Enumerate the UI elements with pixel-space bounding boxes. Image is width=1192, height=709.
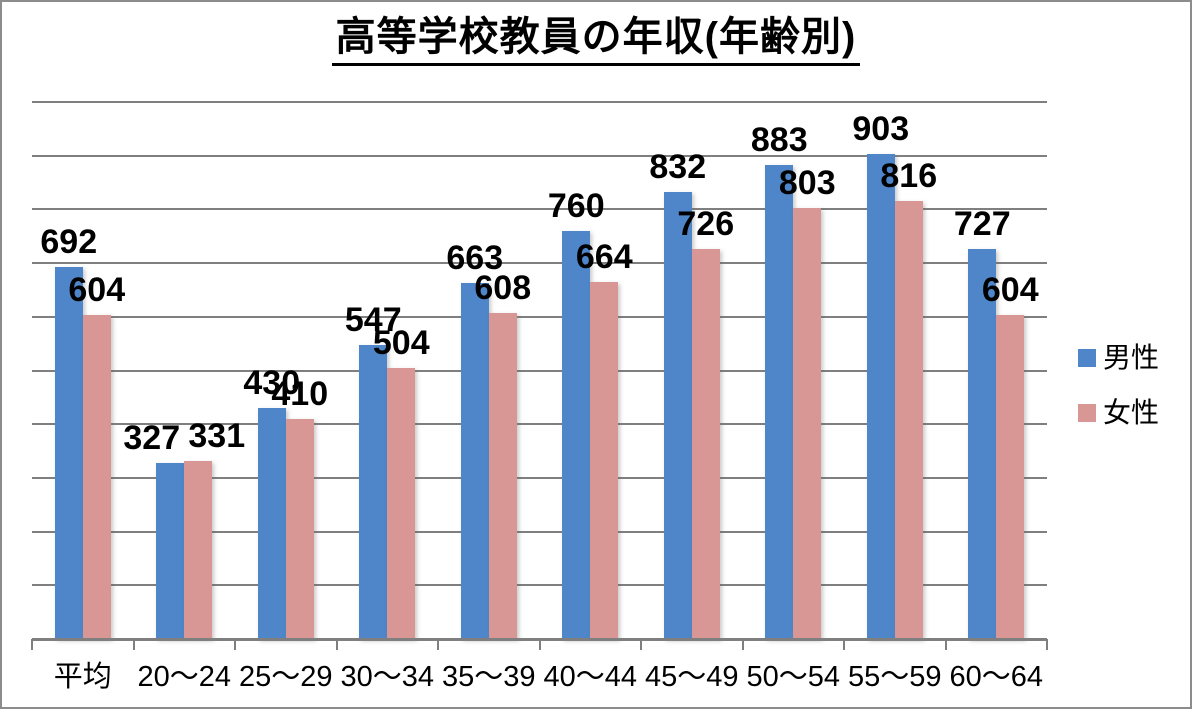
bar-female bbox=[793, 207, 822, 639]
bar-male bbox=[54, 267, 83, 639]
axis-tick bbox=[335, 639, 338, 650]
bar-female bbox=[285, 418, 314, 639]
gridline bbox=[32, 315, 1047, 318]
chart-title: 高等学校教員の年収(年齢別) bbox=[331, 14, 861, 66]
data-label: 604 bbox=[981, 270, 1039, 309]
gridline bbox=[32, 584, 1047, 587]
data-label: 547 bbox=[344, 301, 402, 340]
gridline bbox=[32, 101, 1047, 103]
x-axis-label: 40〜44 bbox=[543, 661, 638, 693]
plot-area: 平均 692 604 20〜24 327 331 25〜29 430 410 30〜34 547 50… bbox=[31, 101, 1048, 693]
data-label: 430 bbox=[243, 364, 301, 403]
data-label: 692 bbox=[40, 223, 98, 262]
axis-tick bbox=[538, 639, 541, 650]
bar-male bbox=[460, 282, 489, 639]
bar-female bbox=[996, 314, 1025, 639]
x-axis-label: 45〜49 bbox=[644, 661, 739, 693]
legend-label: 男性 bbox=[1103, 342, 1160, 373]
gridline bbox=[32, 530, 1047, 533]
axis-tick bbox=[1046, 639, 1048, 650]
x-axis-label: 55〜59 bbox=[847, 661, 942, 693]
axis-tick bbox=[741, 639, 744, 650]
data-label: 604 bbox=[68, 270, 126, 309]
bar-male bbox=[866, 154, 895, 639]
bar-female bbox=[488, 312, 517, 639]
legend-swatch-icon bbox=[1078, 349, 1096, 367]
x-axis-label: 35〜39 bbox=[441, 661, 536, 693]
bar-male bbox=[968, 248, 997, 639]
gridline bbox=[32, 476, 1047, 479]
bar-male bbox=[663, 192, 692, 639]
data-label: 664 bbox=[575, 238, 633, 277]
data-label: 727 bbox=[953, 204, 1011, 243]
x-axis-label: 60〜64 bbox=[949, 661, 1044, 693]
data-label: 331 bbox=[188, 417, 246, 456]
axis-tick bbox=[234, 639, 236, 650]
gridline bbox=[32, 154, 1047, 157]
bar-male bbox=[257, 408, 286, 639]
data-label: 903 bbox=[852, 110, 910, 149]
data-label: 663 bbox=[446, 238, 504, 277]
x-axis-label: 25〜29 bbox=[238, 661, 333, 693]
data-label: 832 bbox=[649, 148, 707, 187]
data-label: 726 bbox=[677, 205, 735, 244]
axis-tick bbox=[132, 639, 135, 650]
data-label: 504 bbox=[372, 324, 430, 363]
data-label: 883 bbox=[750, 120, 808, 159]
legend-item-male: 男性 bbox=[1078, 344, 1159, 372]
bar-male bbox=[359, 345, 388, 639]
data-label: 760 bbox=[547, 186, 605, 225]
chart-title-wrap: 高等学校教員の年収(年齢別) bbox=[2, 14, 1190, 66]
legend-item-female: 女性 bbox=[1078, 399, 1159, 427]
gridline bbox=[32, 423, 1047, 426]
bar-female bbox=[691, 249, 720, 639]
bar-female bbox=[590, 282, 619, 639]
legend-swatch-icon bbox=[1078, 404, 1096, 422]
axis-tick bbox=[640, 639, 642, 650]
gridline bbox=[32, 262, 1047, 265]
axis-tick bbox=[944, 639, 947, 650]
bar-female bbox=[894, 200, 923, 639]
x-axis-label: 平均 bbox=[53, 661, 112, 693]
axis-tick bbox=[31, 639, 33, 650]
bar-male bbox=[765, 164, 794, 639]
bar-female bbox=[387, 368, 416, 639]
axis-tick bbox=[437, 639, 439, 650]
bar-male bbox=[156, 463, 185, 639]
data-label: 410 bbox=[271, 374, 329, 413]
bar-female bbox=[82, 314, 111, 639]
data-label: 608 bbox=[474, 268, 532, 307]
gridline bbox=[32, 369, 1047, 372]
x-axis-label: 20〜24 bbox=[137, 661, 232, 693]
data-label: 803 bbox=[778, 163, 836, 202]
legend-label: 女性 bbox=[1103, 397, 1160, 428]
bar-male bbox=[562, 230, 591, 639]
gridline bbox=[32, 208, 1047, 211]
axis-tick bbox=[843, 639, 845, 650]
data-label: 816 bbox=[880, 156, 938, 195]
x-axis-label: 30〜34 bbox=[340, 661, 435, 693]
x-axis-label: 50〜54 bbox=[746, 661, 841, 693]
bar-female bbox=[184, 461, 213, 639]
data-label: 327 bbox=[123, 419, 181, 458]
legend: 男性 女性 bbox=[1078, 344, 1159, 427]
